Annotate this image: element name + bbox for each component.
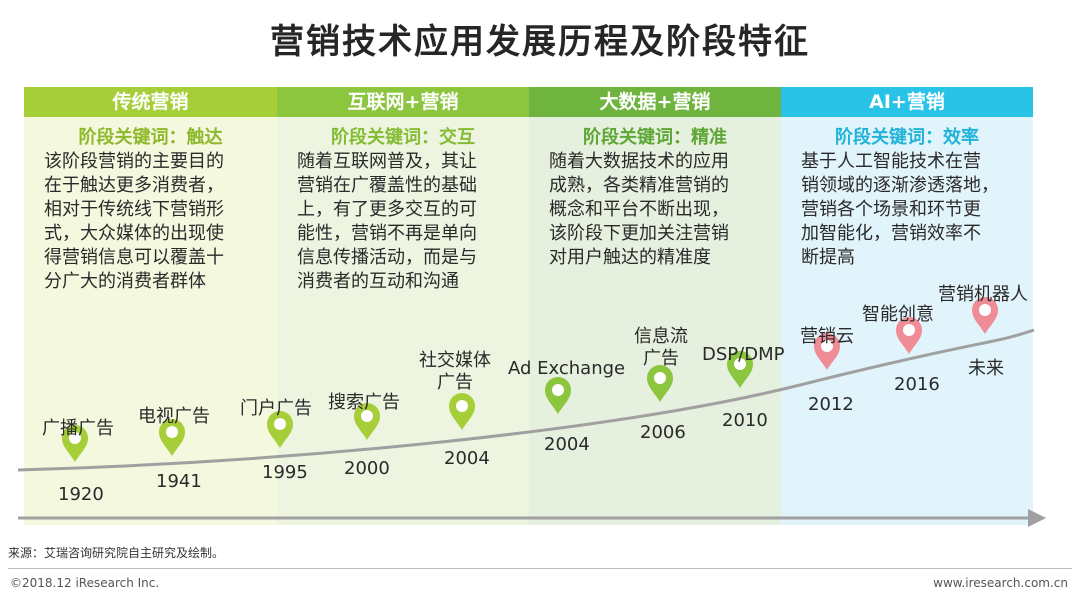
stage-internet: 互联网+营销 阶段关键词：交互 随着互联网普及，其让 营销在广覆盖性的基础 上，… [277, 87, 529, 525]
stage-keyword: 阶段关键词：交互 [331, 127, 475, 148]
milestone-label: 营销机器人 [938, 284, 1028, 305]
desc-line: 营销在广覆盖性的基础 [297, 175, 477, 196]
milestone-label-line: 广告 [437, 372, 473, 393]
desc-line: 信息传播活动，而是与 [297, 247, 477, 268]
milestone-label: 门户广告 [240, 398, 312, 419]
milestone-label: 营销云 [800, 326, 854, 347]
stage-keyword: 阶段关键词：精准 [583, 127, 727, 148]
stage-traditional: 传统营销 阶段关键词：触达 该阶段营销的主要目的 在于触达更多消费者， 相对于传… [24, 87, 277, 525]
milestone-year: 2000 [344, 458, 390, 479]
stage-header: AI+营销 [781, 87, 1033, 117]
milestone-label-line: 社交媒体 [419, 350, 491, 371]
milestone-label: 智能创意 [862, 304, 934, 325]
milestone-year: 1920 [58, 484, 104, 505]
desc-line: 该阶段营销的主要目的 [44, 151, 224, 172]
desc-line: 消费者的互动和沟通 [297, 271, 459, 292]
milestone-label: 社交媒体 广告 [414, 350, 496, 394]
milestone-year: 1941 [156, 471, 202, 492]
desc-line: 销领域的逐渐渗透落地， [801, 175, 999, 196]
stage-description: 随着大数据技术的应用 成熟，各类精准营销的 概念和平台不断出现， 该阶段下更加关… [549, 150, 767, 270]
desc-line: 营销各个场景和环节更 [801, 199, 981, 220]
stage-header: 大数据+营销 [529, 87, 781, 117]
stage-bigdata: 大数据+营销 阶段关键词：精准 随着大数据技术的应用 成熟，各类精准营销的 概念… [529, 87, 781, 525]
milestone-label: 信息流 广告 [628, 326, 694, 370]
milestone-year: 2012 [808, 394, 854, 415]
milestone-label: DSP/DMP [702, 344, 785, 365]
stage-body: 阶段关键词：精准 随着大数据技术的应用 成熟，各类精准营销的 概念和平台不断出现… [529, 117, 781, 525]
stage-keyword: 阶段关键词：触达 [78, 127, 223, 148]
stage-keyword: 阶段关键词：效率 [835, 127, 979, 148]
desc-line: 分广大的消费者群体 [44, 271, 206, 292]
desc-line: 该阶段下更加关注营销 [549, 223, 729, 244]
source-note: 来源：艾瑞咨询研究院自主研究及绘制。 [8, 546, 225, 560]
milestone-year: 1995 [262, 462, 308, 483]
page-title: 营销技术应用发展历程及阶段特征 [270, 22, 810, 62]
desc-line: 能性，营销不再是单向 [297, 223, 477, 244]
desc-line: 上，有了更多交互的可 [297, 199, 477, 220]
milestone-label-line: 信息流 [634, 326, 688, 347]
desc-line: 成熟，各类精准营销的 [549, 175, 729, 196]
milestone-label: 搜索广告 [328, 392, 400, 413]
stage-description: 该阶段营销的主要目的 在于触达更多消费者， 相对于传统线下营销形 式，大众媒体的… [44, 150, 263, 294]
milestone-year: 未来 [968, 358, 1004, 379]
desc-line: 式，大众媒体的出现使 [44, 223, 224, 244]
desc-line: 相对于传统线下营销形 [44, 199, 224, 220]
milestone-label: 电视广告 [138, 406, 210, 427]
milestone-year: 2004 [544, 434, 590, 455]
milestone-year: 2004 [444, 448, 490, 469]
footer-divider [8, 568, 1072, 569]
site-url: www.iresearch.com.cn [933, 576, 1068, 590]
stage-body: 阶段关键词：交互 随着互联网普及，其让 营销在广覆盖性的基础 上，有了更多交互的… [277, 117, 529, 525]
milestone-year: 2016 [894, 374, 940, 395]
desc-line: 随着大数据技术的应用 [549, 151, 729, 172]
milestone-label-line: 广告 [643, 348, 679, 369]
stage-description: 基于人工智能技术在营 销领域的逐渐渗透落地， 营销各个场景和环节更 加智能化，营… [801, 150, 1019, 270]
stage-header: 传统营销 [24, 87, 277, 117]
desc-line: 对用户触达的精准度 [549, 247, 711, 268]
stage-header: 互联网+营销 [277, 87, 529, 117]
desc-line: 概念和平台不断出现， [549, 199, 729, 220]
desc-line: 随着互联网普及，其让 [297, 151, 477, 172]
copyright: ©2018.12 iResearch Inc. [10, 576, 160, 590]
desc-line: 断提高 [801, 247, 855, 268]
stage-description: 随着互联网普及，其让 营销在广覆盖性的基础 上，有了更多交互的可 能性，营销不再… [297, 150, 515, 294]
desc-line: 基于人工智能技术在营 [801, 151, 981, 172]
desc-line: 在于触达更多消费者， [44, 175, 224, 196]
desc-line: 加智能化，营销效率不 [801, 223, 981, 244]
stage-body: 阶段关键词：触达 该阶段营销的主要目的 在于触达更多消费者， 相对于传统线下营销… [24, 117, 277, 525]
desc-line: 得营销信息可以覆盖十 [44, 247, 224, 268]
milestone-year: 2006 [640, 422, 686, 443]
milestone-label: Ad Exchange [508, 358, 626, 379]
milestone-year: 2010 [722, 410, 768, 431]
milestone-label: 广播广告 [42, 418, 114, 439]
